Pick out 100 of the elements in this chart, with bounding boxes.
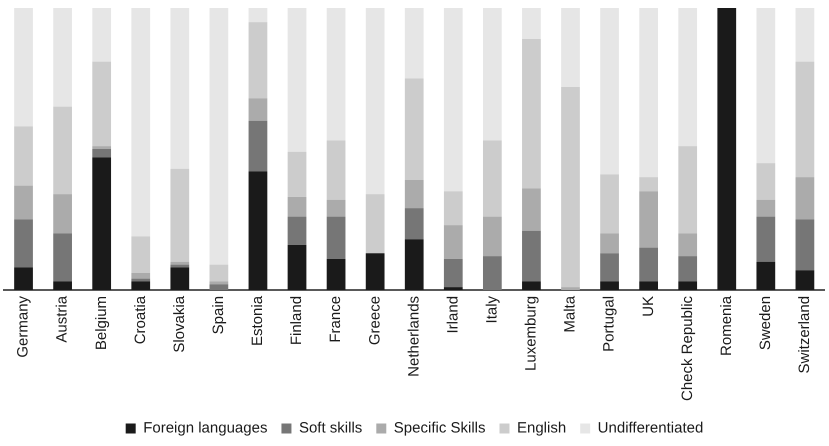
- bar: [131, 273, 150, 279]
- bar: [14, 8, 33, 126]
- bar: [600, 253, 619, 282]
- x-tick-label: Sweden: [756, 296, 774, 350]
- bar: [170, 168, 190, 262]
- bar: [92, 157, 112, 290]
- bar: [210, 281, 228, 284]
- x-tick-label: Check Republic: [678, 295, 696, 402]
- x-tick-label: Spain: [210, 296, 228, 334]
- bar: [482, 256, 502, 290]
- x-tick-label: Italy: [483, 295, 500, 324]
- bar: [678, 256, 698, 282]
- bar: [131, 281, 150, 290]
- x-tick-label: Croatia: [132, 295, 149, 344]
- x-tick-label: Estonia: [249, 295, 266, 346]
- x-tick-label: Austria: [54, 295, 71, 343]
- bar: [53, 194, 72, 234]
- bar: [404, 208, 424, 240]
- bar: [14, 126, 33, 186]
- bar: [600, 8, 619, 174]
- bar: [288, 196, 306, 217]
- bar: [288, 8, 306, 152]
- bar: [248, 22, 268, 98]
- x-tick-label: Irland: [444, 296, 462, 334]
- bar: [210, 264, 228, 282]
- bar: [796, 62, 814, 178]
- x-tick-label: Belgium: [92, 296, 110, 350]
- legend-label: English: [516, 420, 566, 437]
- bar: [600, 234, 619, 254]
- bar: [53, 106, 72, 194]
- bar: [326, 200, 346, 217]
- bar: [326, 216, 346, 259]
- bar: [522, 188, 541, 231]
- bar: [248, 120, 268, 172]
- bar: [756, 163, 776, 200]
- bar: [131, 8, 150, 236]
- x-tick-label: Netherlands: [405, 296, 422, 377]
- bar: [444, 191, 463, 226]
- bar: [600, 174, 619, 234]
- bar: [678, 234, 698, 256]
- bar: [404, 180, 424, 208]
- bar: [92, 62, 112, 146]
- bar: [248, 8, 268, 22]
- bar: [482, 140, 502, 217]
- bar: [639, 281, 658, 290]
- x-tick-label: France: [327, 296, 344, 343]
- legend-label: Specific Skills: [394, 420, 486, 437]
- bar: [796, 219, 814, 270]
- bar: [482, 216, 502, 256]
- bar: [404, 239, 424, 290]
- x-tick-label: Luxemburg: [522, 296, 540, 371]
- bar: [678, 281, 698, 290]
- bar: [248, 172, 268, 290]
- legend-label: Undifferentiated: [598, 420, 704, 437]
- bar: [14, 186, 33, 220]
- bar: [639, 191, 658, 248]
- legend-label: Foreign languages: [143, 420, 268, 437]
- x-tick-label: Malta: [562, 295, 579, 333]
- bar: [444, 8, 463, 192]
- bar: [170, 264, 190, 268]
- bar: [796, 270, 814, 290]
- bar: [600, 281, 619, 290]
- bar: [14, 219, 33, 268]
- x-tick-label: Germany: [14, 295, 32, 358]
- bar: [53, 234, 72, 282]
- x-tick-label: Greece: [366, 296, 384, 346]
- bar: [170, 8, 190, 169]
- bar: [404, 8, 424, 78]
- bar: [561, 86, 580, 288]
- bar: [326, 8, 346, 141]
- bar: [366, 253, 385, 290]
- bar: [326, 140, 346, 200]
- bar: [756, 200, 776, 217]
- bar: [288, 216, 306, 245]
- bar: [53, 8, 72, 107]
- bar: [288, 152, 306, 197]
- bar: [561, 8, 580, 87]
- x-tick-label: Portugal: [600, 296, 618, 352]
- bar: [678, 146, 698, 234]
- bar: [210, 284, 228, 290]
- bar: [92, 146, 112, 149]
- legend-label: Soft skills: [298, 420, 362, 437]
- bar: [522, 281, 541, 290]
- bar: [210, 8, 228, 265]
- x-tick-label: Switzerland: [796, 296, 814, 374]
- bar: [522, 39, 541, 188]
- bar: [326, 258, 346, 290]
- bar: [366, 194, 385, 254]
- bar: [444, 225, 463, 259]
- bar: [522, 230, 541, 282]
- bar: [796, 8, 814, 62]
- bar: [92, 8, 112, 62]
- bar: [131, 278, 150, 282]
- bar: [678, 8, 698, 146]
- bar: [639, 8, 658, 178]
- bar: [248, 98, 268, 121]
- bar: [717, 8, 736, 290]
- bar: [288, 244, 306, 290]
- bar: [639, 248, 658, 282]
- bar: [366, 8, 385, 194]
